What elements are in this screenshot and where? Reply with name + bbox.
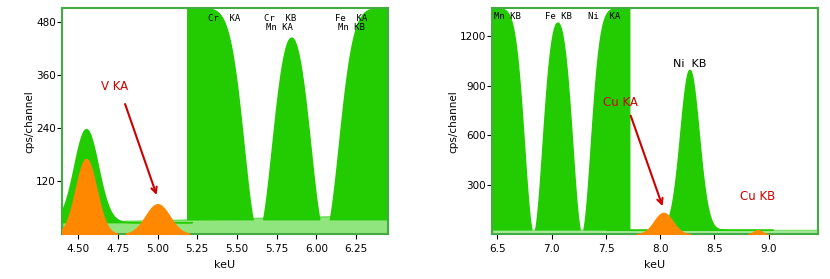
Text: Cr  KA: Cr KA <box>208 14 241 23</box>
X-axis label: keU: keU <box>214 260 236 270</box>
Text: Cu KB: Cu KB <box>740 190 775 203</box>
Text: Ni  KB: Ni KB <box>673 59 706 69</box>
Text: Cr  KB: Cr KB <box>264 14 296 23</box>
Text: Ni  KA: Ni KA <box>588 12 620 21</box>
Text: Fe KB: Fe KB <box>544 12 572 21</box>
Y-axis label: cps/channel: cps/channel <box>25 90 35 153</box>
Y-axis label: cps/channel: cps/channel <box>448 90 458 153</box>
Text: Cu KA: Cu KA <box>603 96 637 109</box>
Text: Fe  KA: Fe KA <box>335 14 368 23</box>
X-axis label: keU: keU <box>644 260 666 270</box>
Text: V KA: V KA <box>101 80 128 93</box>
Text: Mn KB: Mn KB <box>494 12 520 21</box>
Text: Mn KA: Mn KA <box>266 23 293 32</box>
Text: Mn KB: Mn KB <box>338 23 364 32</box>
